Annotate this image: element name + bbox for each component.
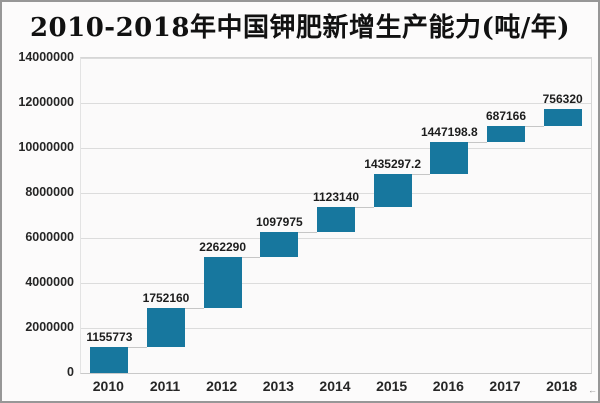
- bar-2018: [543, 109, 582, 127]
- chart-title: 2010-2018年中国钾肥新增生产能力(吨/年): [29, 13, 571, 43]
- y-tick-4000000: 4000000: [25, 275, 74, 289]
- bar-value-label-2015: 1435297.2: [364, 157, 422, 172]
- bar-2010: [90, 346, 129, 373]
- y-tick-12000000: 12000000: [18, 95, 74, 109]
- bar-value-label-2017: 687166: [485, 109, 527, 124]
- bar-2012: [203, 256, 242, 308]
- y-tick-2000000: 2000000: [25, 320, 74, 334]
- connector-2012-2013: [241, 256, 261, 258]
- y-tick-8000000: 8000000: [25, 185, 74, 199]
- x-tick-2013: 2013: [262, 378, 294, 394]
- gridline-12000000: [81, 103, 591, 104]
- bar-value-label-2010: 1155773: [86, 329, 133, 344]
- connector-2010-2011: [128, 346, 147, 348]
- bar-value-label-2018: 756320: [542, 92, 583, 107]
- x-tick-2011: 2011: [149, 378, 181, 394]
- x-tick-2018: 2018: [546, 378, 578, 394]
- bar-2011: [147, 307, 185, 347]
- connector-2014-2015: [355, 206, 374, 208]
- gridline-4000000: [81, 283, 591, 284]
- cursor-artifact-icon: ←: [588, 385, 597, 395]
- gridline-10000000: [81, 148, 591, 149]
- y-tick-14000000: 14000000: [18, 50, 74, 64]
- y-tick-0: 0: [67, 365, 74, 379]
- x-tick-2015: 2015: [376, 378, 408, 394]
- connector-2011-2012: [185, 307, 204, 309]
- y-tick-6000000: 6000000: [25, 230, 74, 244]
- gridline-8000000: [81, 193, 591, 194]
- plot-area: 1155773 1752160 2262290 1097975 1123140 14352…: [80, 57, 592, 374]
- connector-2017-2018: [525, 126, 544, 128]
- y-tick-10000000: 10000000: [18, 140, 74, 154]
- bar-value-label-2012: 2262290: [199, 239, 247, 254]
- bar-value-label-2013: 1097975: [255, 214, 303, 229]
- bar-value-label-2016: 1447198.8: [420, 124, 478, 139]
- bar-value-label-2011: 1752160: [142, 290, 190, 305]
- gridline-2000000: [81, 328, 591, 329]
- x-tick-2010: 2010: [92, 378, 124, 394]
- x-tick-2016: 2016: [432, 378, 464, 394]
- x-tick-2012: 2012: [206, 378, 238, 394]
- bar-2013: [260, 231, 299, 257]
- bar-2016: [430, 141, 469, 175]
- connector-2016-2017: [468, 141, 487, 143]
- bar-2015: [373, 174, 412, 207]
- x-tick-2014: 2014: [319, 378, 351, 394]
- bar-value-label-2014: 1123140: [312, 189, 360, 204]
- connector-2015-2016: [411, 174, 431, 176]
- bar-2014: [317, 206, 355, 232]
- gridline-14000000: [81, 58, 591, 59]
- connector-2013-2014: [298, 231, 317, 233]
- gridline-6000000: [81, 238, 591, 239]
- x-tick-2017: 2017: [489, 378, 521, 394]
- bar-2017: [487, 126, 525, 142]
